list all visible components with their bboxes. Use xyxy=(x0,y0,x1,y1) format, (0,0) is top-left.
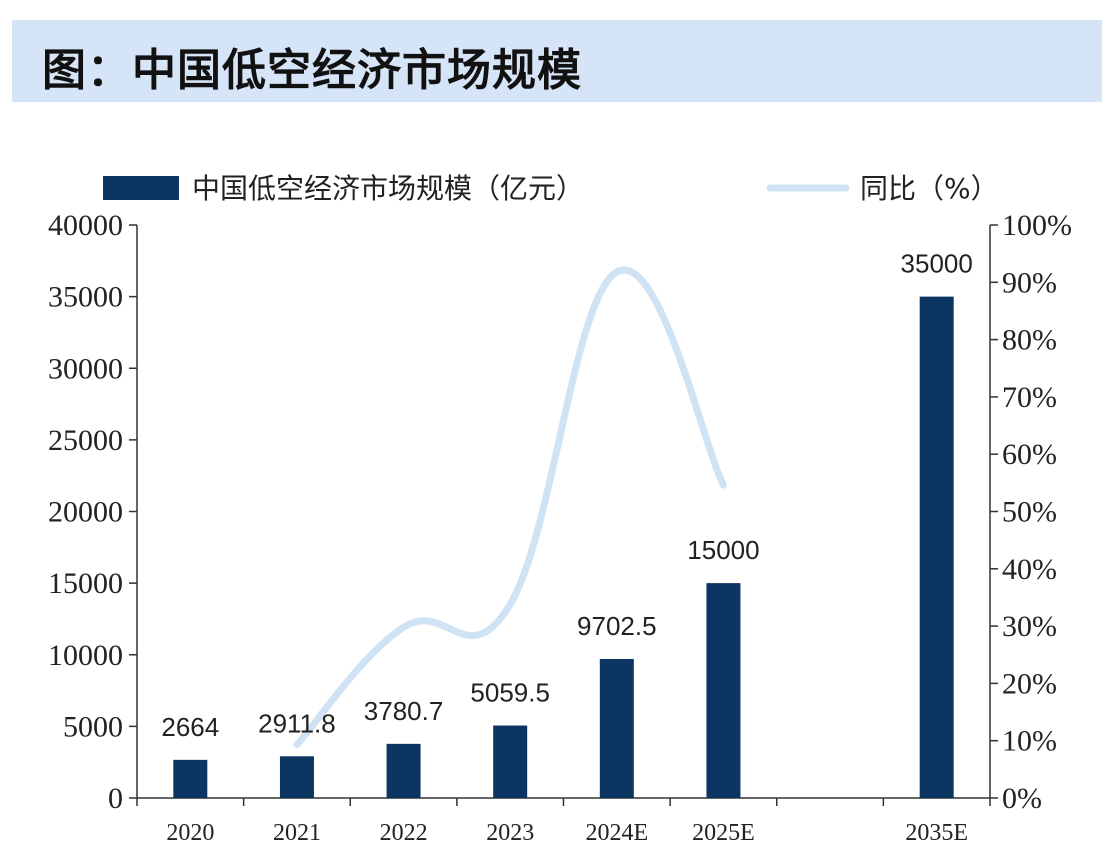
page-title: 图：中国低空经济市场规模 xyxy=(42,45,582,96)
x-tick-label: 2020 xyxy=(166,820,214,846)
bars xyxy=(173,296,954,798)
legend-bar-label: 中国低空经济市场规模（亿元） xyxy=(192,172,584,205)
x-tick-label: 2023 xyxy=(486,820,534,846)
bar-data-label: 35000 xyxy=(901,249,973,279)
y2-tick-label: 60% xyxy=(1002,438,1057,471)
bar-data-label: 9702.5 xyxy=(577,611,657,641)
y-tick-label: 10000 xyxy=(48,639,123,672)
growth-line-path xyxy=(293,266,727,749)
y-tick-label: 25000 xyxy=(48,424,123,457)
y-tick-label: 15000 xyxy=(48,567,123,600)
y-tick-label: 30000 xyxy=(48,352,123,385)
data-labels: 2664 2911.8 3780.7 5059.5 9702.5 15000 35000 xyxy=(161,249,972,742)
y-tick-label: 35000 xyxy=(48,281,123,314)
x-tick-label: 2024E xyxy=(585,820,648,846)
y2-tick-label: 0% xyxy=(1002,782,1042,815)
bar xyxy=(173,759,208,798)
bar-data-label: 2664 xyxy=(161,712,219,742)
bar xyxy=(493,725,528,798)
y2-tick-label: 80% xyxy=(1002,324,1057,357)
y2-tick-label: 90% xyxy=(1002,266,1057,299)
growth-line xyxy=(293,266,727,749)
title-band: 图：中国低空经济市场规模 xyxy=(12,20,1102,102)
bar xyxy=(279,756,314,798)
y2-tick-label: 20% xyxy=(1002,667,1057,700)
bar-data-label: 5059.5 xyxy=(470,678,550,708)
bar-data-label: 3780.7 xyxy=(364,696,444,726)
legend: 中国低空经济市场规模（亿元） 同比（%） xyxy=(103,172,999,205)
bar xyxy=(599,659,634,798)
bar-data-label: 15000 xyxy=(687,535,759,565)
y-tick-label: 5000 xyxy=(63,710,123,743)
bar-data-label: 2911.8 xyxy=(258,708,336,738)
y-tick-label: 40000 xyxy=(48,209,123,242)
axes: 0 5000 10000 15000 20000 25000 30000 35000 40000… xyxy=(48,209,1072,846)
y2-tick-label: 70% xyxy=(1002,381,1057,414)
y2-tick-label: 40% xyxy=(1002,553,1057,586)
y2-tick-label: 50% xyxy=(1002,496,1057,529)
x-tick-label: 2021 xyxy=(273,820,321,846)
legend-bar-swatch xyxy=(103,176,179,200)
y-tick-label: 0 xyxy=(108,782,123,815)
y2-tick-label: 100% xyxy=(1002,209,1072,242)
x-tick-label: 2022 xyxy=(380,820,428,846)
legend-line-label: 同比（%） xyxy=(860,172,999,205)
y-tick-label: 20000 xyxy=(48,496,123,529)
x-tick-label: 2035E xyxy=(905,820,968,846)
bar xyxy=(919,296,954,798)
y2-tick-label: 10% xyxy=(1002,725,1057,758)
bar xyxy=(386,743,421,798)
x-tick-label: 2025E xyxy=(692,820,755,846)
y2-tick-label: 30% xyxy=(1002,610,1057,643)
bar xyxy=(706,583,741,798)
